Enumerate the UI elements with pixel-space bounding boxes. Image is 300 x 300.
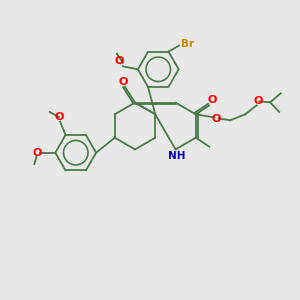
Text: O: O <box>118 77 128 87</box>
Text: O: O <box>208 95 217 105</box>
Text: Br: Br <box>181 38 194 49</box>
Text: O: O <box>115 56 124 66</box>
Text: NH: NH <box>168 151 186 161</box>
Text: O: O <box>32 148 41 158</box>
Text: O: O <box>54 112 64 122</box>
Text: O: O <box>254 96 263 106</box>
Text: O: O <box>212 113 221 124</box>
